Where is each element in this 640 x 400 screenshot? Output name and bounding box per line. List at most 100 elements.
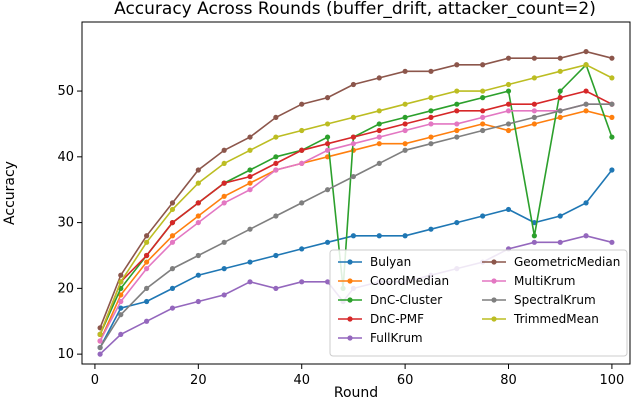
data-point (247, 180, 253, 186)
data-point (169, 239, 176, 245)
data-point (97, 338, 103, 344)
data-point (428, 114, 434, 120)
data-point (480, 121, 486, 127)
data-point (531, 101, 537, 107)
data-point (273, 167, 279, 173)
data-point (609, 101, 615, 107)
data-point (273, 252, 279, 259)
data-point (324, 95, 331, 101)
data-point (350, 141, 357, 147)
data-point (505, 88, 512, 94)
data-point (273, 213, 279, 219)
data-point (376, 121, 382, 127)
data-point (350, 81, 357, 88)
data-point (324, 121, 331, 127)
data-point (376, 134, 382, 140)
data-point (144, 285, 150, 291)
data-point (402, 101, 408, 107)
series-bulyan (97, 167, 615, 351)
data-point (402, 127, 408, 134)
data-point (97, 331, 103, 338)
data-point (247, 279, 253, 285)
legend-marker (347, 335, 353, 341)
data-point (557, 213, 563, 219)
data-point (195, 298, 201, 305)
data-point (169, 219, 176, 226)
data-point (454, 101, 460, 107)
data-point (221, 266, 227, 272)
data-point (247, 187, 253, 193)
data-point (299, 147, 305, 153)
data-point (583, 200, 589, 206)
x-tick-label: 80 (500, 373, 517, 388)
data-point (324, 134, 331, 140)
data-point (531, 233, 537, 239)
data-point (144, 252, 150, 259)
y-axis-label: Accuracy (2, 161, 18, 225)
data-point (195, 167, 201, 173)
data-point (557, 114, 563, 120)
data-point (221, 180, 227, 186)
data-point (247, 134, 253, 140)
data-point (273, 285, 279, 291)
data-point (169, 233, 176, 239)
data-point (454, 219, 460, 226)
data-point (299, 200, 305, 206)
data-point (609, 239, 615, 245)
data-point (480, 213, 486, 219)
data-point (118, 331, 124, 338)
legend-marker (491, 259, 497, 265)
data-point (505, 121, 512, 127)
x-axis: 0 20 40 60 80 100 (91, 364, 624, 388)
data-point (557, 88, 563, 94)
legend-marker (347, 259, 353, 265)
data-point (454, 62, 460, 68)
data-point (97, 351, 103, 357)
data-point (376, 141, 382, 147)
data-point (454, 108, 460, 114)
data-point (428, 68, 434, 74)
series-multikrum (97, 101, 615, 344)
data-point (402, 114, 408, 120)
legend-box (329, 249, 628, 357)
series-spectralkrum (97, 101, 615, 351)
data-point (505, 55, 512, 61)
legend-marker (347, 297, 353, 303)
legend-label: GeometricMedian (514, 255, 620, 269)
data-point (169, 266, 176, 272)
data-point (299, 127, 305, 134)
y-tick-label: 10 (57, 347, 74, 362)
data-point (324, 279, 331, 285)
legend-label: CoordMedian (370, 274, 449, 288)
data-point (324, 187, 331, 193)
data-point (583, 48, 589, 55)
data-point (118, 305, 124, 311)
data-point (195, 252, 201, 259)
data-point (402, 141, 408, 147)
data-point (118, 292, 124, 298)
data-point (531, 75, 537, 81)
data-point (557, 239, 563, 245)
data-point (221, 292, 227, 298)
data-point (428, 226, 434, 232)
x-axis-label: Round (334, 385, 378, 400)
legend-label: SpectralKrum (514, 293, 596, 307)
data-point (144, 266, 150, 272)
data-point (402, 147, 408, 153)
data-point (350, 233, 357, 239)
data-point (118, 312, 124, 318)
data-point (557, 95, 563, 101)
legend-marker (347, 316, 353, 322)
data-point (376, 233, 382, 239)
data-point (609, 167, 615, 173)
data-point (428, 141, 434, 147)
data-point (480, 108, 486, 114)
data-point (428, 108, 434, 114)
data-point (247, 259, 253, 265)
data-point (505, 206, 512, 213)
y-tick-label: 20 (57, 281, 74, 296)
data-point (144, 298, 150, 305)
legend-label: DnC-Cluster (370, 293, 442, 307)
y-axis: 10 20 30 40 50 (57, 84, 82, 362)
